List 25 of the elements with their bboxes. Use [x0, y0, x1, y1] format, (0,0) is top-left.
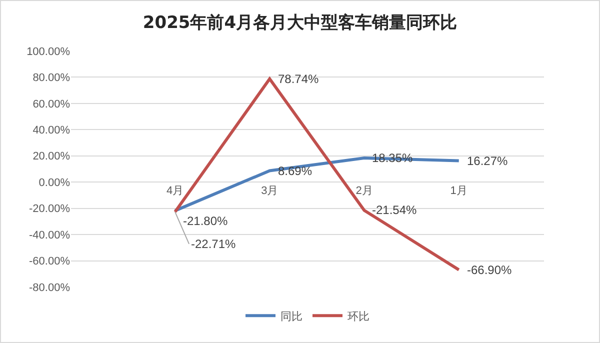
data-label: -22.71% — [191, 237, 236, 251]
y-tick-label: 20.00% — [32, 150, 70, 163]
y-tick-label: 0.00% — [38, 176, 70, 189]
data-label: 18.35% — [372, 151, 414, 165]
y-tick-label: -40.00% — [29, 229, 70, 242]
y-tick-label: 100.00% — [26, 46, 70, 58]
data-label: -21.54% — [372, 203, 418, 217]
legend-label: 同比 — [280, 310, 302, 323]
data-label: -66.90% — [467, 263, 512, 277]
y-tick-label: -60.00% — [29, 256, 70, 268]
x-tick-label: 2月 — [356, 185, 373, 198]
data-label: 78.74% — [278, 72, 320, 86]
y-tick-label: -20.00% — [29, 203, 70, 216]
y-tick-label: 40.00% — [32, 124, 70, 137]
y-tick-label: 60.00% — [32, 98, 70, 110]
y-tick-label: -80.00% — [29, 282, 70, 294]
chart-title: 2025年前4月各月大中型客车销量同环比 — [142, 13, 458, 34]
data-label: 16.27% — [467, 154, 508, 168]
data-label: -21.80% — [183, 214, 228, 228]
data-label: 8.69% — [278, 164, 312, 178]
legend-label: 环比 — [348, 310, 370, 323]
x-tick-label: 1月 — [450, 185, 468, 198]
x-tick-label: 4月 — [166, 185, 184, 198]
y-tick-label: 80.00% — [32, 72, 70, 84]
x-tick-label: 3月 — [261, 185, 278, 198]
